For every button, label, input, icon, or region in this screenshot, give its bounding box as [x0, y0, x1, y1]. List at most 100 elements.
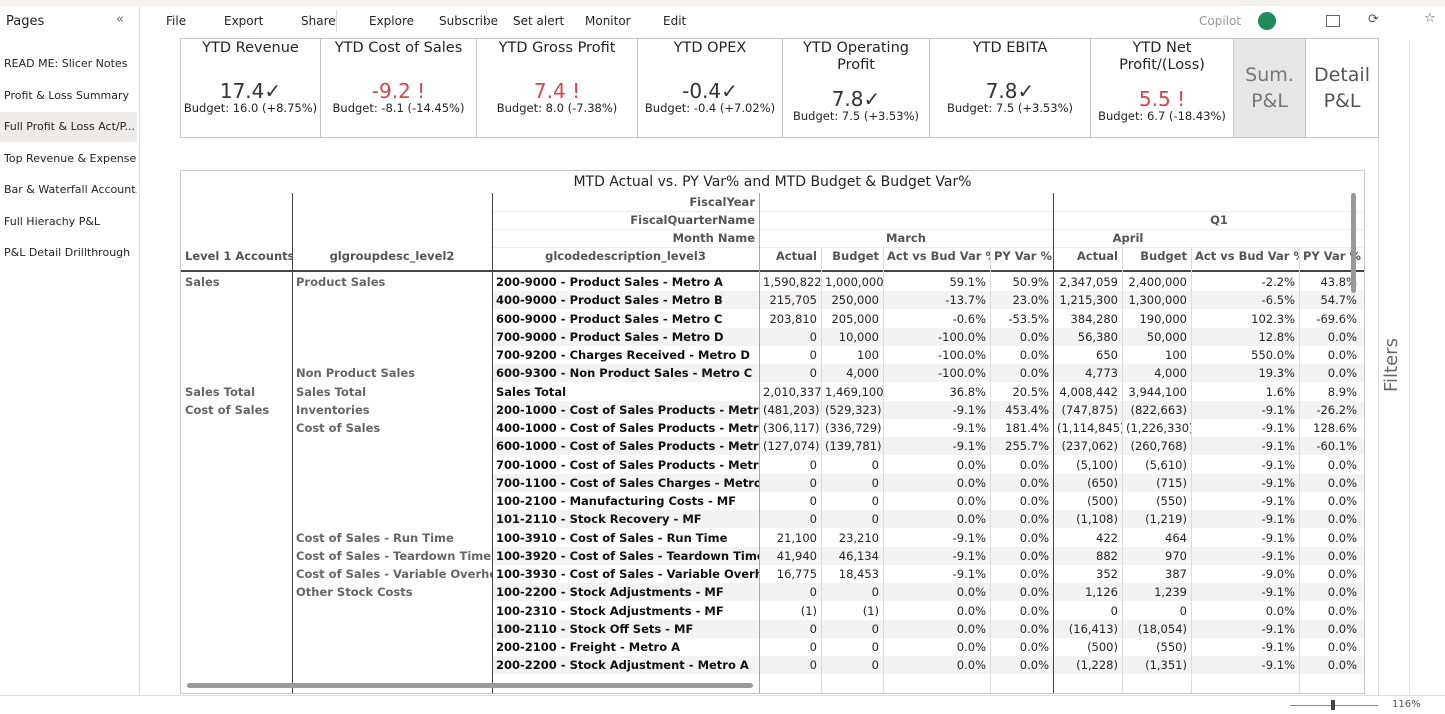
kpi-budget: Budget: 7.5 (+3.53%)	[947, 101, 1073, 115]
vertical-scrollbar[interactable]	[1351, 193, 1356, 293]
cell-value: -53.5%	[1008, 311, 1049, 326]
page-tab[interactable]: P&L Detail Drillthrough	[4, 246, 131, 259]
toolbar-button[interactable]: Share	[301, 14, 336, 28]
cell-value: 2,347,059	[1059, 275, 1118, 289]
cell-value: (5,100)	[1076, 457, 1118, 472]
column-rule	[1122, 247, 1123, 693]
column-rule	[883, 247, 884, 693]
cell-value: 0.0%	[1019, 457, 1049, 472]
kpi-budget: Budget: 16.0 (+8.75%)	[183, 101, 318, 115]
cell-value: 0	[809, 457, 817, 472]
column-rule	[990, 247, 991, 693]
cell-value: -9.1%	[1261, 457, 1295, 472]
cell-value: 43.8%	[1320, 275, 1357, 289]
kpi-card: YTD Gross Profit 7.4 ! Budget: 8.0 (-7.38%…	[476, 38, 638, 138]
row-label: 100-3930 - Cost of Sales - Variable Over…	[496, 567, 759, 581]
nav-button[interactable]: Detail P&L	[1305, 38, 1379, 138]
page-tab[interactable]: Full Profit & Loss Act/P...	[0, 112, 137, 142]
cell-value: 41,940	[776, 548, 817, 563]
row-label: 700-1000 - Cost of Sales Products - Metr…	[496, 457, 759, 472]
cell-value: 50.9%	[1012, 275, 1049, 289]
cell-value: -13.7%	[945, 293, 986, 308]
favorite-button[interactable]: ☆	[1424, 11, 1436, 26]
avatar[interactable]	[1258, 12, 1276, 30]
page-tab[interactable]: Bar & Waterfall Account...	[4, 183, 137, 196]
row-band	[492, 437, 1364, 456]
cell-value: -9.1%	[1261, 530, 1295, 545]
cell-value: 0.0%	[1327, 548, 1357, 563]
cell-value: 4,773	[1085, 366, 1118, 381]
toolbar-button[interactable]: Export	[224, 14, 264, 28]
nav-button[interactable]: Sum. P&L	[1233, 38, 1306, 138]
cell-value: 4,000	[846, 366, 879, 381]
column-rule	[821, 247, 822, 693]
copilot-button[interactable]: Copilot	[1199, 14, 1242, 28]
view-button[interactable]	[1326, 15, 1340, 27]
kpi-budget: Budget: 8.0 (-7.38%)	[496, 101, 618, 115]
toolbar-button[interactable]: Subscribe	[439, 14, 498, 28]
cell-value: 0.0%	[1019, 348, 1049, 362]
cell-value: 0.0%	[956, 475, 986, 490]
cell-value: -9.1%	[952, 530, 986, 545]
cell-value: 0.0%	[1019, 530, 1049, 545]
column-header: Budget	[832, 249, 879, 263]
zoom-thumb[interactable]	[1331, 700, 1335, 710]
cell-value: 0	[871, 457, 879, 472]
cell-value: -9.1%	[1261, 621, 1295, 636]
kpi-value: 7.4 !	[533, 79, 581, 103]
cell-value: 0.0%	[956, 603, 986, 618]
cell-value: -6.5%	[1261, 293, 1295, 308]
cell-value: -9.1%	[1261, 658, 1295, 673]
cell-value: 0.0%	[1327, 567, 1357, 581]
row-band	[492, 546, 1364, 565]
cell-value: (306,117)	[763, 421, 820, 435]
cell-value: 1.6%	[1265, 384, 1295, 399]
column-header: Act vs Bud Var %	[1195, 249, 1299, 263]
page-tab[interactable]: Full Hierachy P&L	[4, 214, 101, 228]
horizontal-scrollbar[interactable]	[187, 683, 753, 688]
toolbar-button[interactable]: Set alert	[513, 14, 565, 28]
kpi-title: YTD Net Profit/(Loss)	[1119, 40, 1205, 73]
cell-value: -9.1%	[1261, 439, 1295, 454]
kpi-budget: Budget: -0.4 (+7.02%)	[644, 101, 776, 115]
row-band	[492, 400, 1364, 419]
toolbar-button[interactable]: Edit	[663, 14, 687, 28]
toolbar-button[interactable]: Monitor	[585, 14, 631, 28]
cell-value: (550)	[1156, 640, 1187, 654]
cell-value: 1,300,000	[1128, 293, 1187, 308]
page-tab[interactable]: READ ME: Slicer Notes	[4, 57, 128, 70]
cell-value: 0.0%	[1019, 621, 1049, 636]
cell-value: 453.4%	[1005, 402, 1049, 417]
cell-value: (550)	[1156, 494, 1187, 508]
header-quarter: Q1	[1210, 213, 1228, 227]
cell-value: (1,108)	[1076, 512, 1118, 527]
filters-label[interactable]: Filters	[1381, 338, 1402, 392]
cell-value: 100	[1165, 348, 1187, 362]
cell-value: 0.0%	[1019, 366, 1049, 381]
toolbar-button[interactable]: Explore	[369, 14, 415, 28]
header-month-name: Month Name	[672, 231, 755, 245]
cell-value: 0.0%	[1327, 640, 1357, 654]
cell-value: 0.0%	[1019, 658, 1049, 673]
header-month: March	[886, 231, 926, 245]
toolbar-button[interactable]: File	[166, 14, 187, 28]
cell-value: 387	[1165, 567, 1187, 581]
row-band	[492, 619, 1364, 638]
row-band	[492, 364, 1364, 383]
cell-value: 970	[1165, 548, 1187, 563]
collapse-button[interactable]: «	[116, 12, 124, 27]
kpi-card: YTD EBITA 7.8✓ Budget: 7.5 (+3.53%)	[929, 38, 1091, 138]
cell-value: 352	[1096, 567, 1118, 581]
row-label: Cost of Sales - Teardown Time	[296, 548, 492, 563]
row-label: 600-9300 - Non Product Sales - Metro C	[496, 366, 753, 381]
cell-value: 1,469,100	[825, 384, 883, 399]
filters-pane[interactable]	[1378, 40, 1410, 695]
cell-value: 0.0%	[1327, 621, 1357, 636]
page-tab[interactable]: Profit & Loss Summary	[4, 88, 130, 102]
refresh-button[interactable]: ⟳	[1368, 12, 1379, 27]
cell-value: 0.0%	[956, 658, 986, 673]
page-tab[interactable]: Top Revenue & Expense...	[4, 151, 137, 165]
column-rule	[292, 193, 293, 693]
cell-value: -9.1%	[1261, 512, 1295, 527]
cell-value: -100.0%	[938, 348, 986, 362]
